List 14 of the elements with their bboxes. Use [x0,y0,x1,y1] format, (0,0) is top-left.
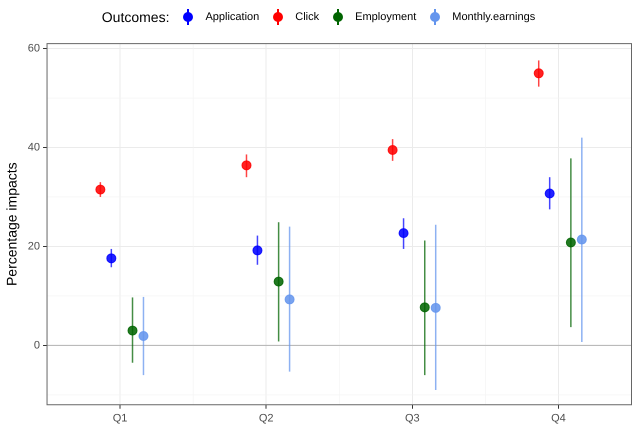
x-tick-label: Q2 [258,412,274,424]
y-tick-label: 20 [28,240,40,252]
y-tick-label: 0 [34,339,40,352]
legend-title: Outcomes: [102,9,170,25]
legend-label: Monthly.earnings [452,11,536,23]
x-tick-label: Q4 [551,412,566,424]
x-tick-label: Q1 [112,412,128,424]
legend-label: Application [205,11,260,23]
y-tick-label: 60 [28,42,40,55]
legend-label: Employment [355,11,416,23]
y-tick-label: 40 [28,142,40,154]
legend-label: Click [295,11,320,23]
x-tick-label: Q3 [404,412,420,424]
y-axis-title: Percentage impacts [3,162,20,286]
